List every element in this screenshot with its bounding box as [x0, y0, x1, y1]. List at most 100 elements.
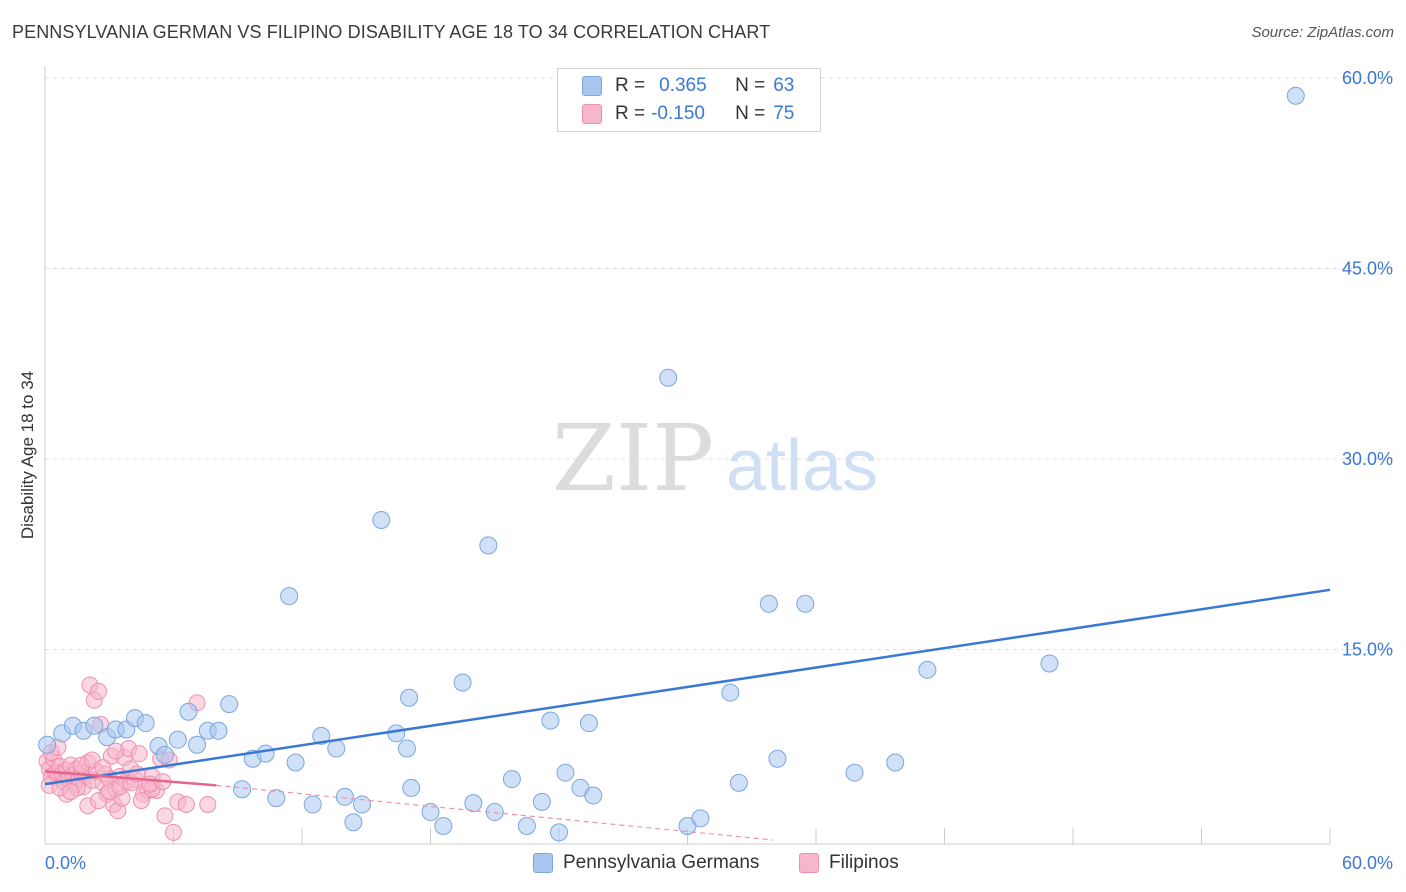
legend-n-label: N =: [735, 75, 766, 96]
legend-r-label: R =: [615, 75, 646, 96]
trend-lines: [44, 588, 1331, 841]
pennsylvania-german-point: [918, 660, 937, 679]
watermark-atlas: atlas: [726, 426, 878, 506]
legend-r-label: R =: [615, 103, 646, 124]
pennsylvania-german-point: [344, 813, 363, 832]
bottom-legend-filipinos[interactable]: Filipinos: [799, 852, 899, 874]
bottom-legend-swatch-blue: [533, 853, 553, 873]
legend-n-value: 63: [773, 75, 795, 96]
pennsylvania-german-point: [352, 795, 371, 814]
pennsylvania-german-point: [397, 739, 416, 758]
legend-swatch-blue: [582, 76, 602, 96]
bottom-legend-label: Pennsylvania Germans: [563, 852, 760, 873]
pennsylvania-german-point: [400, 688, 419, 707]
filipino-point: [199, 795, 217, 813]
bottom-legend-label: Filipinos: [829, 852, 899, 873]
pennsylvania-german-point: [402, 778, 421, 797]
pennsylvania-german-point: [502, 770, 521, 789]
pennsylvania-german-point: [387, 724, 406, 743]
x-tick-label-min: 0.0%: [45, 853, 86, 873]
legend-row-filipinos: R = -0.150 N = 75: [582, 102, 794, 126]
filipino-point: [132, 792, 150, 810]
y-tick-label: 30.0%: [1342, 449, 1393, 469]
pennsylvania-german-point: [256, 744, 275, 763]
pennsylvania-german-point: [280, 587, 299, 606]
pennsylvania-german-point: [550, 823, 568, 842]
x-tick-label-max: 60.0%: [1342, 853, 1393, 873]
pennsylvania-german-point: [1040, 654, 1059, 673]
legend-row-pennsylvania-germans: R = 0.365 N = 63: [582, 74, 794, 98]
pennsylvania-german-point: [796, 594, 815, 613]
pennsylvania-german-point: [759, 594, 778, 613]
legend-r-value: -0.150: [651, 103, 705, 124]
chart-title: PENNSYLVANIA GERMAN VS FILIPINO DISABILI…: [12, 22, 771, 42]
filipinos-trend-extension: [216, 784, 774, 841]
filipino-point: [130, 745, 148, 763]
filipino-point: [156, 807, 174, 825]
pennsylvania-german-point: [155, 745, 174, 764]
watermark-zip: ZIP: [552, 405, 714, 512]
pennsylvania-german-point: [421, 803, 440, 822]
pennsylvania-german-point: [556, 763, 575, 782]
pennsylvania-german-point: [845, 763, 864, 782]
pennsylvania-german-point: [541, 711, 560, 730]
legend-n-value: 75: [773, 103, 795, 124]
pennsylvania-german-point: [327, 739, 346, 758]
pennsylvania-german-point: [434, 817, 453, 836]
pennsylvania-german-point: [312, 726, 331, 745]
filipinos-trend-line: [44, 770, 217, 787]
filipino-point: [94, 759, 112, 777]
pennsylvania-german-point: [721, 683, 740, 702]
pennsylvania-german-point: [659, 368, 678, 387]
y-tick-label: 60.0%: [1342, 68, 1393, 88]
filipino-point: [165, 823, 182, 841]
pennsylvania-german-point: [188, 735, 207, 754]
filipino-point: [90, 682, 108, 700]
source-credit: Source: ZipAtlas.com: [1251, 24, 1394, 41]
pennsylvania-german-point: [233, 780, 252, 799]
y-axis-label: Disability Age 18 to 34: [18, 370, 37, 540]
filipino-point: [177, 795, 195, 813]
grid-lines: [45, 77, 1393, 650]
pennsylvania-german-point: [335, 787, 354, 806]
pennsylvania-german-point: [303, 795, 322, 814]
pennsylvania-german-point: [886, 753, 905, 772]
pennsylvania-german-point: [729, 773, 748, 792]
pennsylvania-german-point: [286, 753, 305, 772]
pennsylvania-german-point: [579, 714, 598, 733]
pennsylvania-german-point: [168, 730, 187, 749]
bottom-legend-pennsylvania-germans[interactable]: Pennsylvania Germans: [533, 852, 759, 874]
filipinos-points: [38, 676, 217, 841]
y-tick-label: 15.0%: [1342, 640, 1393, 660]
pennsylvania-german-point: [768, 749, 787, 768]
filipino-point: [107, 742, 125, 760]
legend-n-label: N =: [735, 103, 766, 124]
filipino-point: [62, 783, 80, 801]
pennsylvania-german-point: [267, 789, 286, 808]
pennsylvania-germans-trend-line: [44, 588, 1331, 786]
pennsylvania-german-point: [532, 792, 551, 811]
pennsylvania-german-point: [372, 510, 391, 529]
tick-labels: 15.0% 30.0% 45.0% 60.0% 0.0% 60.0%: [45, 68, 1393, 873]
pennsylvania-german-point: [1286, 86, 1305, 105]
pennsylvania-german-point: [584, 786, 603, 805]
pennsylvania-german-point: [691, 809, 710, 828]
pennsylvania-german-point: [85, 716, 104, 735]
pennsylvania-german-point: [220, 695, 239, 714]
correlation-legend: R = 0.365 N = 63 R = -0.150 N = 75: [557, 68, 821, 132]
pennsylvania-german-point: [209, 721, 228, 740]
pennsylvania-german-point: [517, 817, 536, 836]
legend-r-value: 0.365: [659, 75, 707, 96]
y-tick-label: 45.0%: [1342, 259, 1393, 279]
pennsylvania-german-point: [453, 673, 472, 692]
legend-swatch-pink: [582, 104, 602, 124]
pennsylvania-german-point: [38, 735, 57, 754]
pennsylvania-german-point: [479, 536, 498, 555]
pennsylvania-german-point: [179, 702, 198, 721]
watermark: ZIP atlas: [552, 405, 878, 512]
pennsylvania-germans-points: [38, 86, 1305, 842]
pennsylvania-german-point: [136, 714, 155, 733]
bottom-legend-swatch-pink: [799, 853, 819, 873]
pennsylvania-german-point: [464, 794, 483, 813]
